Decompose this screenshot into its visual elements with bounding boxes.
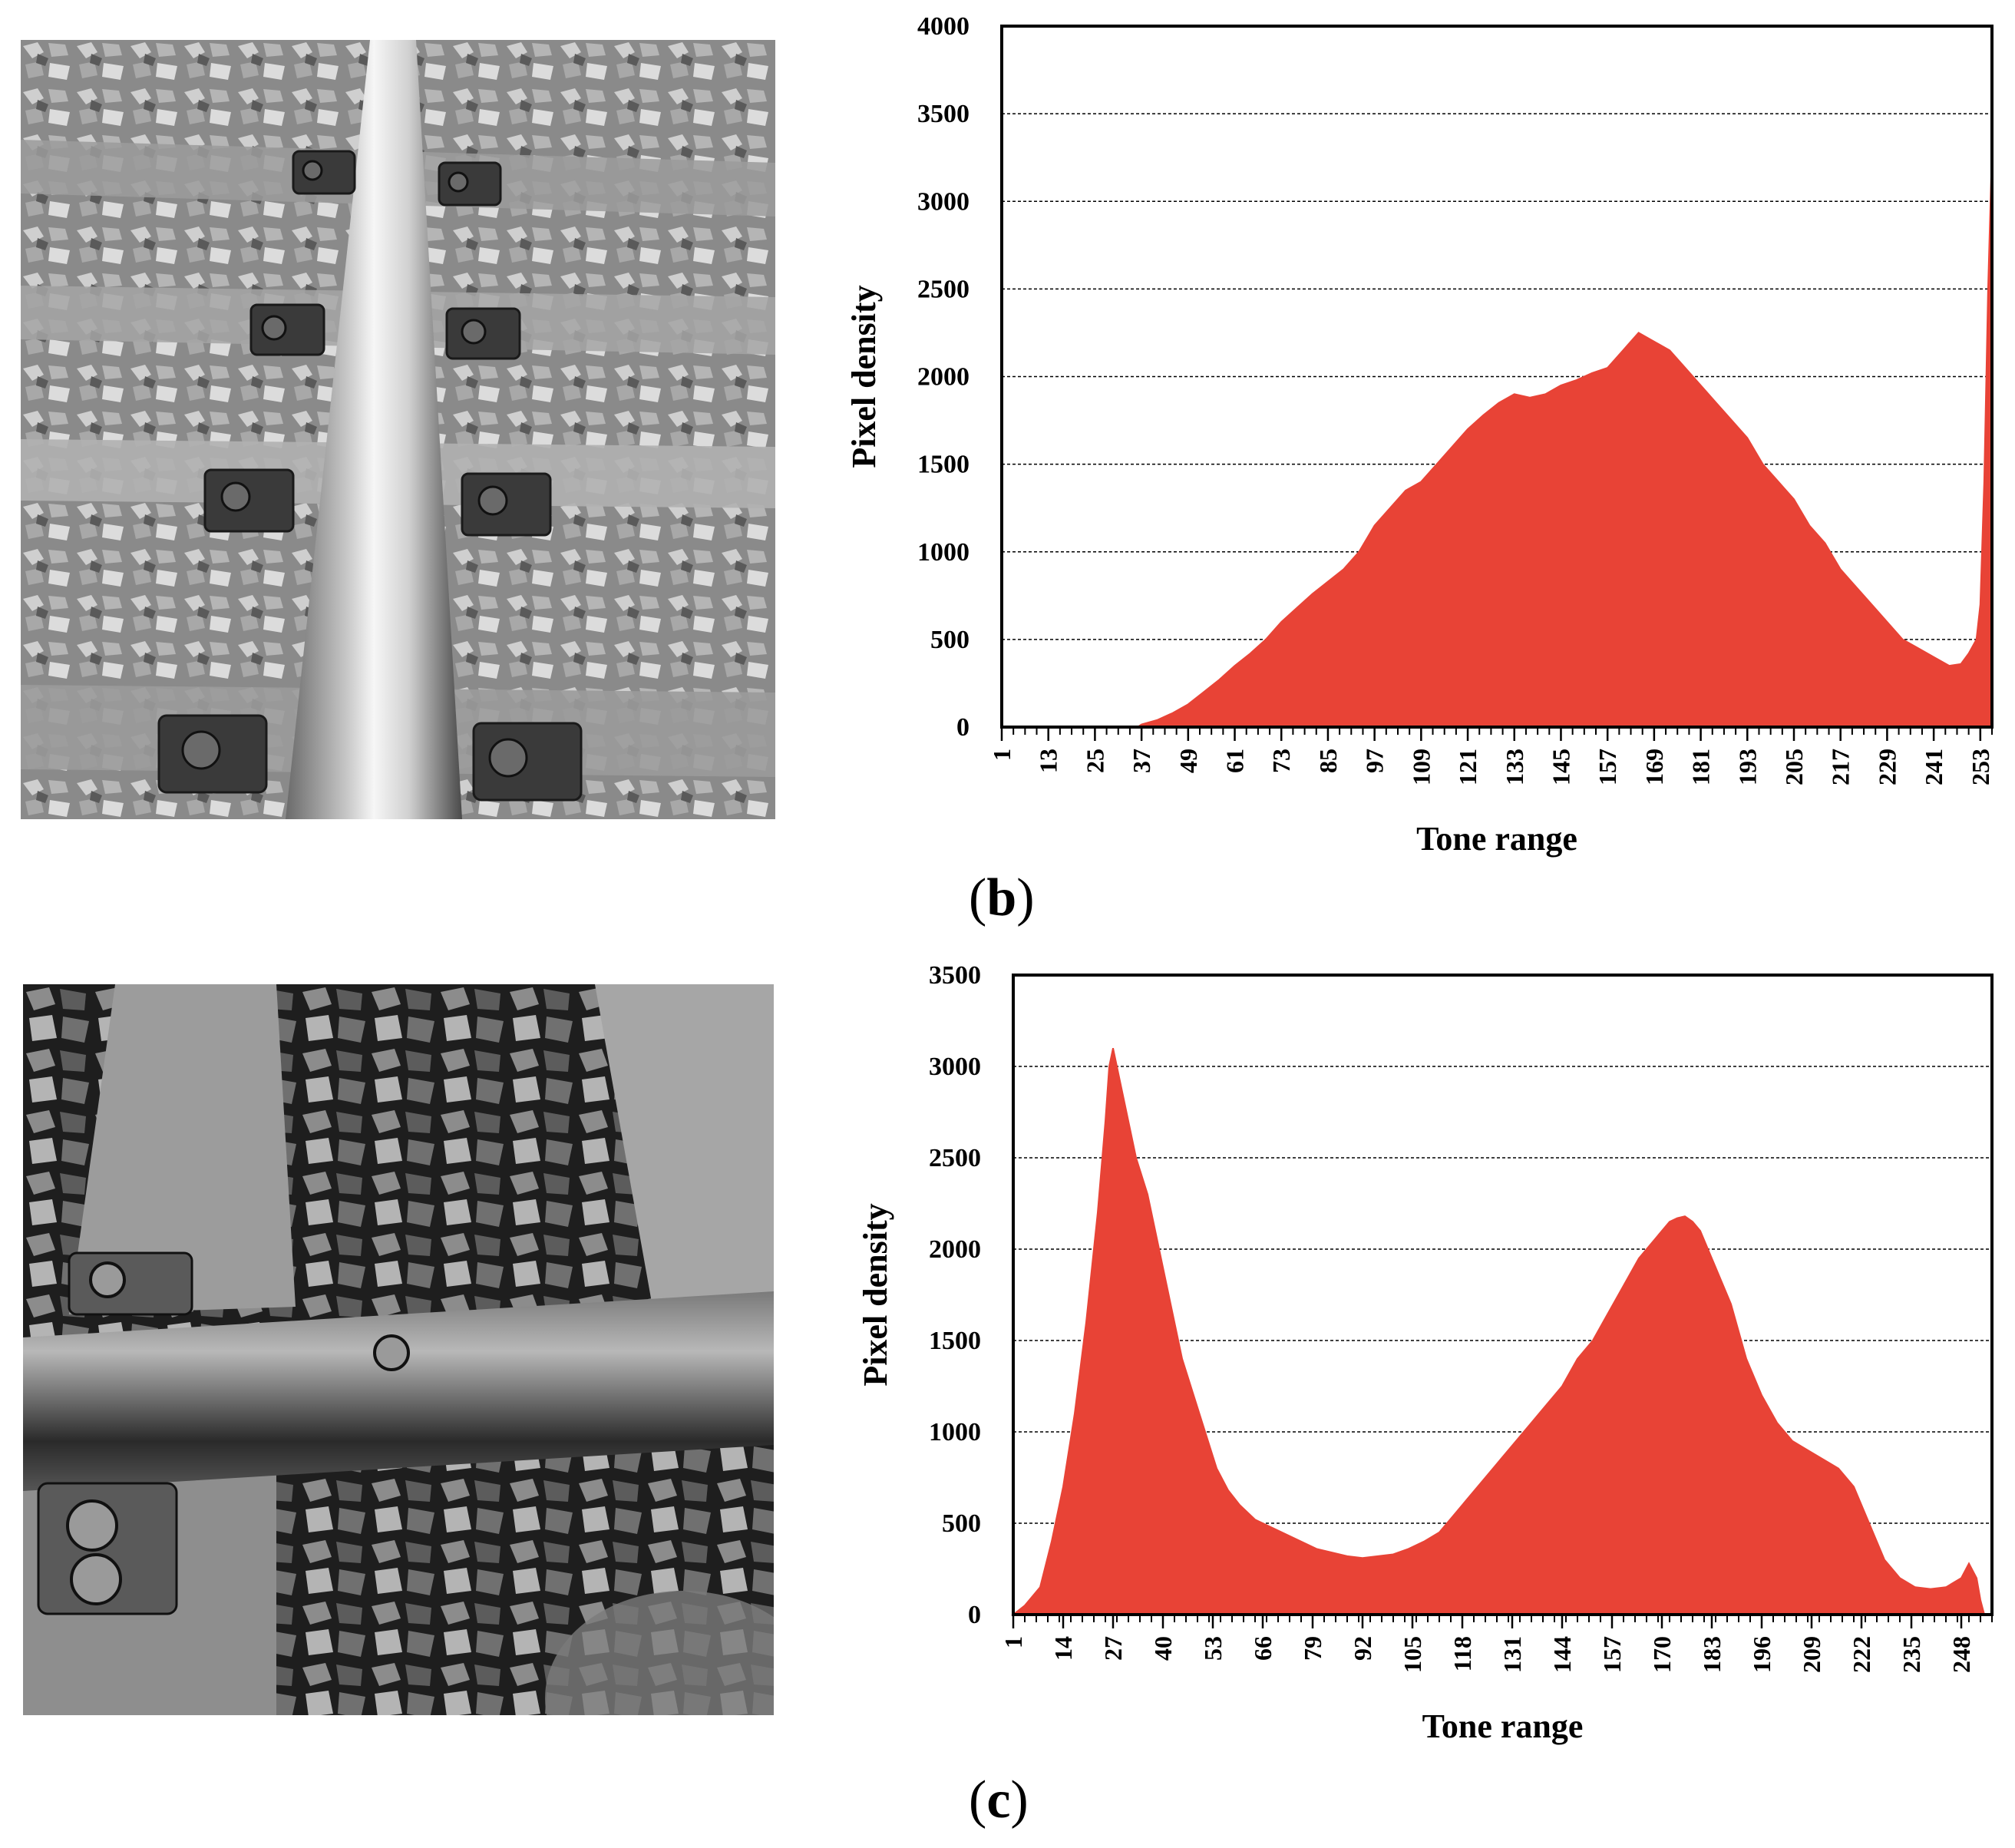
x-tick-label: 144 [1548,1636,1576,1673]
x-tick-label: 183 [1698,1636,1726,1673]
x-tick-label: 222 [1848,1636,1875,1673]
x-tick-label: 73 [1267,749,1295,773]
x-tick-label: 27 [1099,1636,1127,1661]
y-tick-label: 2500 [917,275,970,303]
histogram-area [1011,1047,1986,1615]
y-tick-label: 1500 [929,1327,981,1355]
y-tick-label: 2000 [929,1235,981,1264]
y-tick-label: 2000 [917,363,970,392]
x-tick-label: 133 [1501,749,1528,785]
x-tick-label: 253 [1967,749,1994,785]
x-tick-label: 97 [1361,749,1389,773]
track-photo-c [23,984,774,1715]
panel-label-c-close: ) [1010,1770,1029,1830]
histogram-area [1002,148,1993,728]
x-tick-label: 217 [1827,749,1855,785]
y-tick-label: 3500 [929,961,981,990]
x-tick-label: 229 [1873,749,1901,785]
x-tick-label: 1 [999,1636,1027,1648]
panel-label-c: (c) [969,1770,1029,1831]
x-tick-label: 241 [1920,749,1947,785]
panel-label-c-letter: c [986,1770,1011,1830]
y-tick-label: 3000 [929,1053,981,1081]
y-tick-label: 4000 [917,12,970,41]
x-tick-label: 157 [1594,749,1621,785]
x-tick-label: 145 [1547,749,1574,785]
x-axis-title: Tone range [1416,820,1577,858]
x-tick-label: 92 [1349,1636,1376,1661]
x-tick-label: 193 [1733,749,1761,785]
x-tick-label: 14 [1049,1636,1077,1661]
plot-frame [1012,974,1994,1616]
x-tick-label: 118 [1448,1636,1476,1671]
x-tick-label: 196 [1748,1636,1776,1673]
x-tick-label: 235 [1898,1636,1925,1673]
x-tick-label: 109 [1407,749,1435,785]
panel-label-c-open: ( [969,1770,987,1830]
x-tick-label: 205 [1780,749,1808,785]
histogram-chart-b: 0 500 1000 1500 2000 2500 3000 3500 4000 1 13 25 37 4… [0,0,2015,883]
x-tick-label: 61 [1221,749,1249,773]
x-tick-label: 37 [1128,749,1155,773]
y-tick-label: 1500 [917,451,970,479]
x-tick-label: 79 [1299,1636,1326,1661]
x-tick-label: 49 [1174,749,1202,773]
y-tick-label: 2500 [929,1144,981,1172]
x-tick-label: 169 [1640,749,1668,785]
x-tick-label: 157 [1598,1636,1626,1673]
x-tick-label: 121 [1454,749,1482,785]
x-tick-label: 13 [1035,749,1062,773]
y-tick-label: 0 [956,713,970,742]
y-tick-label: 1000 [929,1418,981,1446]
x-tick-label: 248 [1947,1636,1975,1673]
y-tick-label: 3500 [917,100,970,128]
track-photo-b [21,40,775,819]
x-axis-title: Tone range [1422,1707,1584,1745]
x-tick-label: 85 [1314,749,1342,773]
panel-label-b-close: ) [1016,868,1035,927]
x-tick-label: 25 [1081,749,1108,773]
x-tick-label: 131 [1498,1636,1526,1673]
y-tick-label: 500 [942,1509,981,1538]
panel-label-b-open: ( [969,868,987,927]
x-tick-label: 209 [1798,1636,1825,1673]
x-tick-label: 105 [1399,1636,1426,1673]
x-tick-label: 1 [988,749,1016,761]
y-axis-title: Pixel density [857,1203,894,1386]
y-tick-label: 0 [968,1601,981,1629]
panel-label-b-letter: b [986,868,1017,927]
x-tick-label: 66 [1249,1636,1277,1661]
x-tick-label: 53 [1199,1636,1227,1661]
plot-frame [1000,25,1994,729]
x-tick-label: 40 [1149,1636,1177,1661]
y-tick-label: 1000 [917,538,970,567]
panel-label-b: (b) [969,868,1035,929]
y-tick-label: 500 [930,626,970,654]
x-tick-label: 181 [1687,749,1715,785]
y-axis-title: Pixel density [845,285,883,468]
x-tick-label: 170 [1648,1636,1676,1673]
y-tick-label: 3000 [917,187,970,216]
